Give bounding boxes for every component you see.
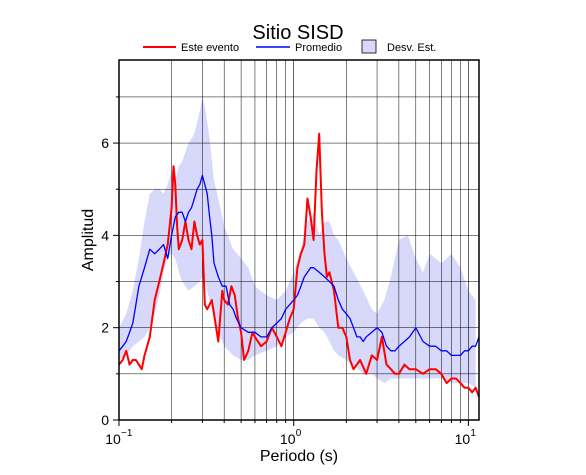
legend: Este evento Promedio Desv. Est. (143, 39, 436, 54)
y-axis-label: Amplitud (80, 209, 97, 271)
legend-label-este-evento: Este evento (181, 42, 239, 54)
y-tick-label: 2 (101, 320, 109, 336)
legend-swatch-desv-est (361, 39, 377, 54)
x-tick-exponent: 1 (470, 428, 476, 439)
y-tick-label: 6 (101, 135, 109, 151)
legend-label-desv-est: Desv. Est. (387, 42, 436, 54)
x-tick-label: 10 (455, 431, 471, 447)
x-tick-exponent: 0 (296, 428, 302, 439)
series-line-este-evento (118, 132, 480, 398)
chart-title: Sitio SISD (252, 22, 343, 44)
plot-frame (118, 59, 480, 421)
y-tick-label: 0 (101, 412, 109, 428)
y-tick-label: 4 (101, 227, 109, 243)
std-dev-band (119, 96, 476, 388)
series-line-promedio (118, 174, 480, 357)
x-tick-label: 10 (105, 431, 121, 447)
x-axis-label: Periodo (s) (260, 448, 338, 465)
x-tick-exponent: −1 (121, 428, 133, 439)
x-tick-label: 10 (280, 431, 296, 447)
legend-label-promedio: Promedio (295, 42, 342, 54)
